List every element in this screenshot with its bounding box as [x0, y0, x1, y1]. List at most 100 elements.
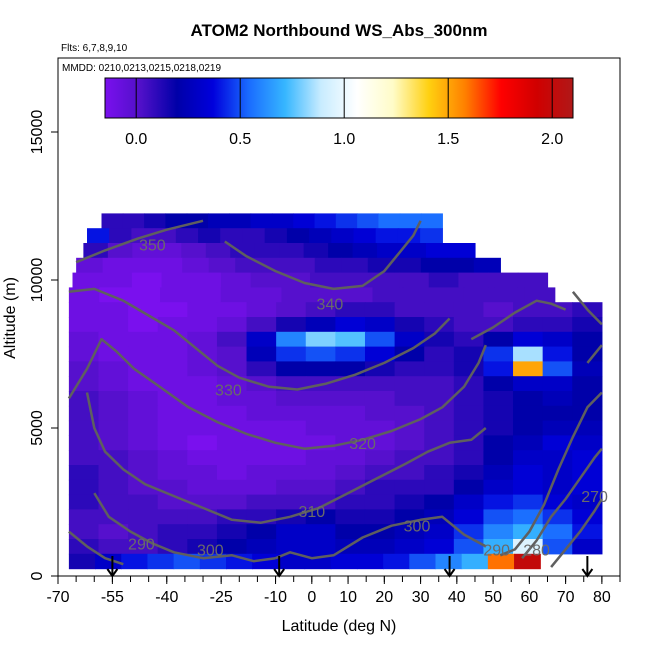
heatmap-cell: [424, 479, 455, 496]
heatmap-cell: [128, 391, 159, 407]
heatmap-cell: [364, 391, 396, 407]
heatmap-cell: [378, 213, 401, 229]
heatmap-cell: [399, 213, 422, 229]
heatmap-cell: [483, 539, 514, 555]
heatmap-cell: [276, 317, 307, 333]
heatmap-cell: [128, 435, 159, 451]
heatmap-cell: [144, 213, 167, 229]
heatmap-cell: [513, 361, 544, 377]
heatmap-cell: [364, 509, 396, 525]
heatmap-cell: [483, 465, 514, 481]
heatmap-cell: [129, 257, 157, 274]
heatmap-cell: [220, 272, 252, 288]
heatmap-cell: [246, 302, 277, 318]
heatmap-cell: [453, 539, 485, 555]
contour-label: 280: [523, 542, 550, 559]
heatmap-cell: [187, 524, 218, 540]
heatmap-cell: [72, 272, 103, 288]
heatmap-cell: [572, 346, 603, 362]
heatmap-cell: [394, 450, 425, 466]
heatmap-cell: [424, 376, 455, 392]
heatmap-cell: [513, 302, 544, 318]
x-tick-label: 80: [593, 589, 611, 606]
heatmap-cell: [68, 509, 100, 525]
dates-note: MMDD: 0210,0213,0215,0218,0219: [62, 63, 221, 74]
heatmap-cell: [68, 479, 100, 496]
heatmap-cell: [98, 479, 129, 496]
heatmap-cell: [246, 450, 277, 466]
heatmap-cell: [226, 553, 253, 570]
heatmap-cell: [286, 228, 310, 244]
heatmap-cell: [208, 257, 236, 274]
heatmap-cell: [488, 272, 519, 288]
heatmap-cell: [364, 302, 396, 318]
contour-label: 310: [298, 504, 325, 521]
heatmap-cell: [187, 494, 218, 510]
heatmap-cell: [68, 405, 100, 422]
heatmap-cell: [157, 420, 188, 436]
heatmap-cell: [364, 494, 396, 510]
heatmap-cell: [121, 553, 149, 570]
heatmap-cell: [420, 257, 448, 274]
heatmap-cell: [394, 405, 425, 422]
heatmap-cell: [68, 317, 100, 333]
heatmap-cell: [216, 376, 248, 392]
heatmap-cell: [305, 317, 336, 333]
heatmap-cell: [483, 420, 514, 436]
contour-line: [289, 427, 487, 518]
heatmap-cell: [458, 272, 489, 288]
heatmap-cell: [513, 420, 544, 436]
heatmap-cell: [341, 257, 369, 274]
heatmap-cell: [187, 465, 218, 481]
heatmap-cell: [401, 243, 427, 259]
heatmap-cell: [453, 317, 485, 333]
heatmap-cell: [483, 450, 514, 466]
heatmap-cell: [68, 450, 100, 466]
heatmap-cell: [276, 465, 307, 481]
x-tick-label: -25: [210, 589, 233, 606]
heatmap-cell: [572, 361, 603, 377]
heatmap-cell: [246, 317, 277, 333]
heatmap-cell: [447, 257, 475, 274]
heatmap-cell: [68, 524, 100, 540]
heatmap-cell: [83, 243, 109, 259]
heatmap-cell: [251, 287, 283, 303]
heatmap-cell: [109, 228, 133, 244]
heatmap-cell: [453, 509, 485, 525]
heatmap-cell: [572, 524, 603, 540]
heatmap-cell: [87, 228, 110, 244]
heatmap-cell: [311, 287, 343, 303]
heatmap-cell: [309, 272, 341, 288]
heatmap-cell: [399, 272, 430, 288]
heatmap-cell: [330, 553, 358, 570]
heatmap-cell: [98, 435, 129, 451]
y-tick-label: 5000: [29, 410, 46, 446]
heatmap-cell: [542, 331, 573, 348]
heatmap-cell: [483, 524, 514, 540]
heatmap-cell: [335, 317, 366, 333]
heatmap-cell: [157, 361, 188, 377]
heatmap-cell: [175, 228, 199, 244]
heatmap-cell: [68, 553, 96, 570]
heatmap-cell: [513, 391, 544, 407]
heatmap-cell: [394, 331, 425, 348]
heatmap-cell: [246, 405, 277, 422]
heatmap-cell: [342, 287, 374, 303]
heatmap-cell: [157, 539, 188, 555]
heatmap-cell: [216, 391, 248, 407]
heatmap-cell: [216, 479, 248, 496]
heatmap-cell: [198, 228, 221, 244]
heatmap-cell: [394, 435, 425, 451]
heatmap-cell: [187, 317, 218, 333]
heatmap-cell: [276, 391, 307, 407]
heatmap-cell: [181, 243, 207, 259]
heatmap-cell: [187, 539, 218, 555]
heatmap-cell: [394, 302, 425, 318]
heatmap-cell: [190, 287, 222, 303]
heatmap-cell: [98, 317, 129, 333]
heatmap-cell: [453, 479, 485, 496]
heatmap-cell: [98, 509, 129, 525]
heatmap-cell: [473, 257, 501, 274]
heatmap-cell: [356, 553, 384, 570]
heatmap-cell: [428, 272, 460, 288]
